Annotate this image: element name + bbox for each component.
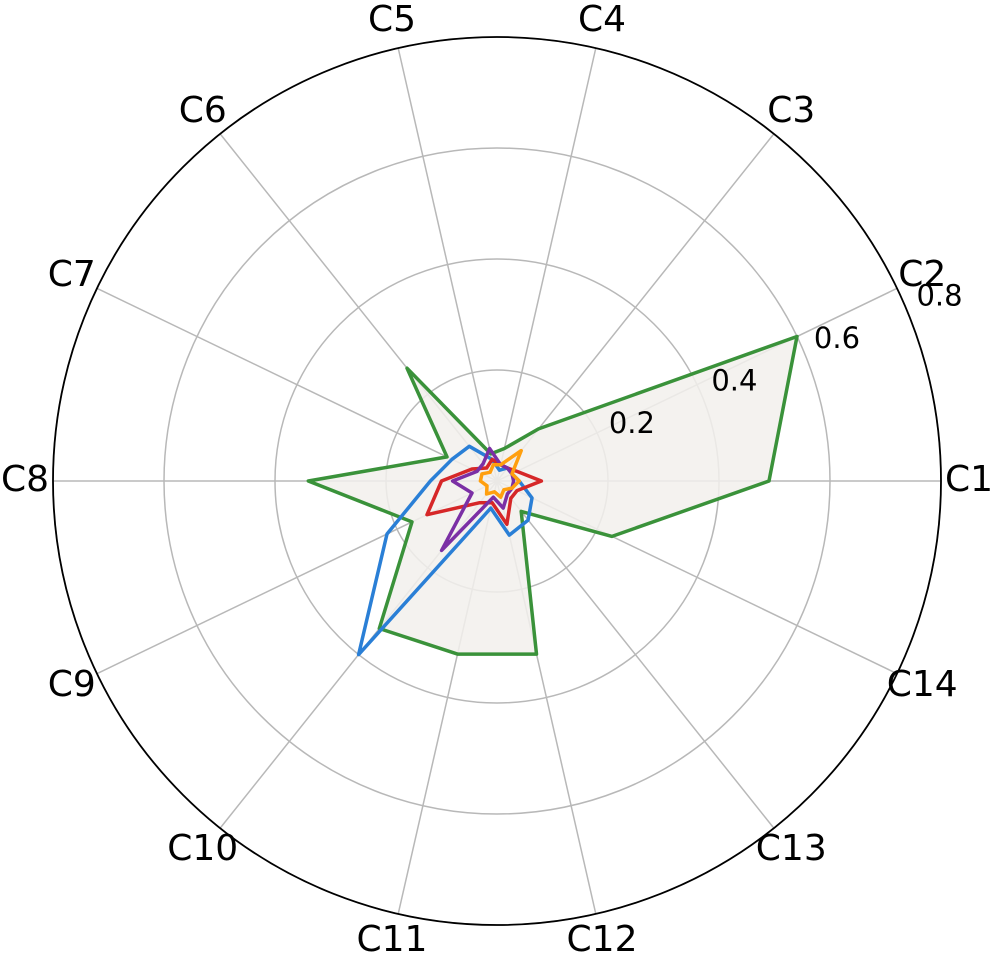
category-label: C6: [179, 90, 227, 131]
spoke: [496, 133, 775, 482]
r-tick-label: 0.6: [814, 321, 860, 355]
series-area: [478, 448, 523, 499]
spoke: [496, 480, 775, 829]
category-label: C13: [756, 828, 827, 869]
category-label: C5: [368, 0, 416, 40]
r-tick-label: 0.8: [916, 279, 962, 313]
category-label: C8: [1, 459, 49, 500]
outer-spine: [52, 36, 942, 926]
spoke: [96, 287, 498, 482]
spoke: [496, 47, 597, 482]
category-label: C9: [48, 664, 96, 705]
series-area: [439, 446, 516, 553]
spoke: [397, 47, 498, 482]
category-label: C10: [167, 828, 238, 869]
r-tick-label: 0.4: [711, 364, 757, 398]
category-label: C4: [578, 0, 626, 40]
category-label: C7: [48, 254, 96, 295]
series-area: [356, 444, 534, 657]
category-label: C2: [898, 254, 946, 295]
category-label: C12: [567, 919, 638, 954]
category-label: C14: [887, 664, 958, 705]
category-label: C11: [356, 919, 427, 954]
r-tick-label: 0.2: [609, 406, 655, 440]
category-label: C1: [945, 459, 993, 500]
category-label: C3: [767, 90, 815, 131]
